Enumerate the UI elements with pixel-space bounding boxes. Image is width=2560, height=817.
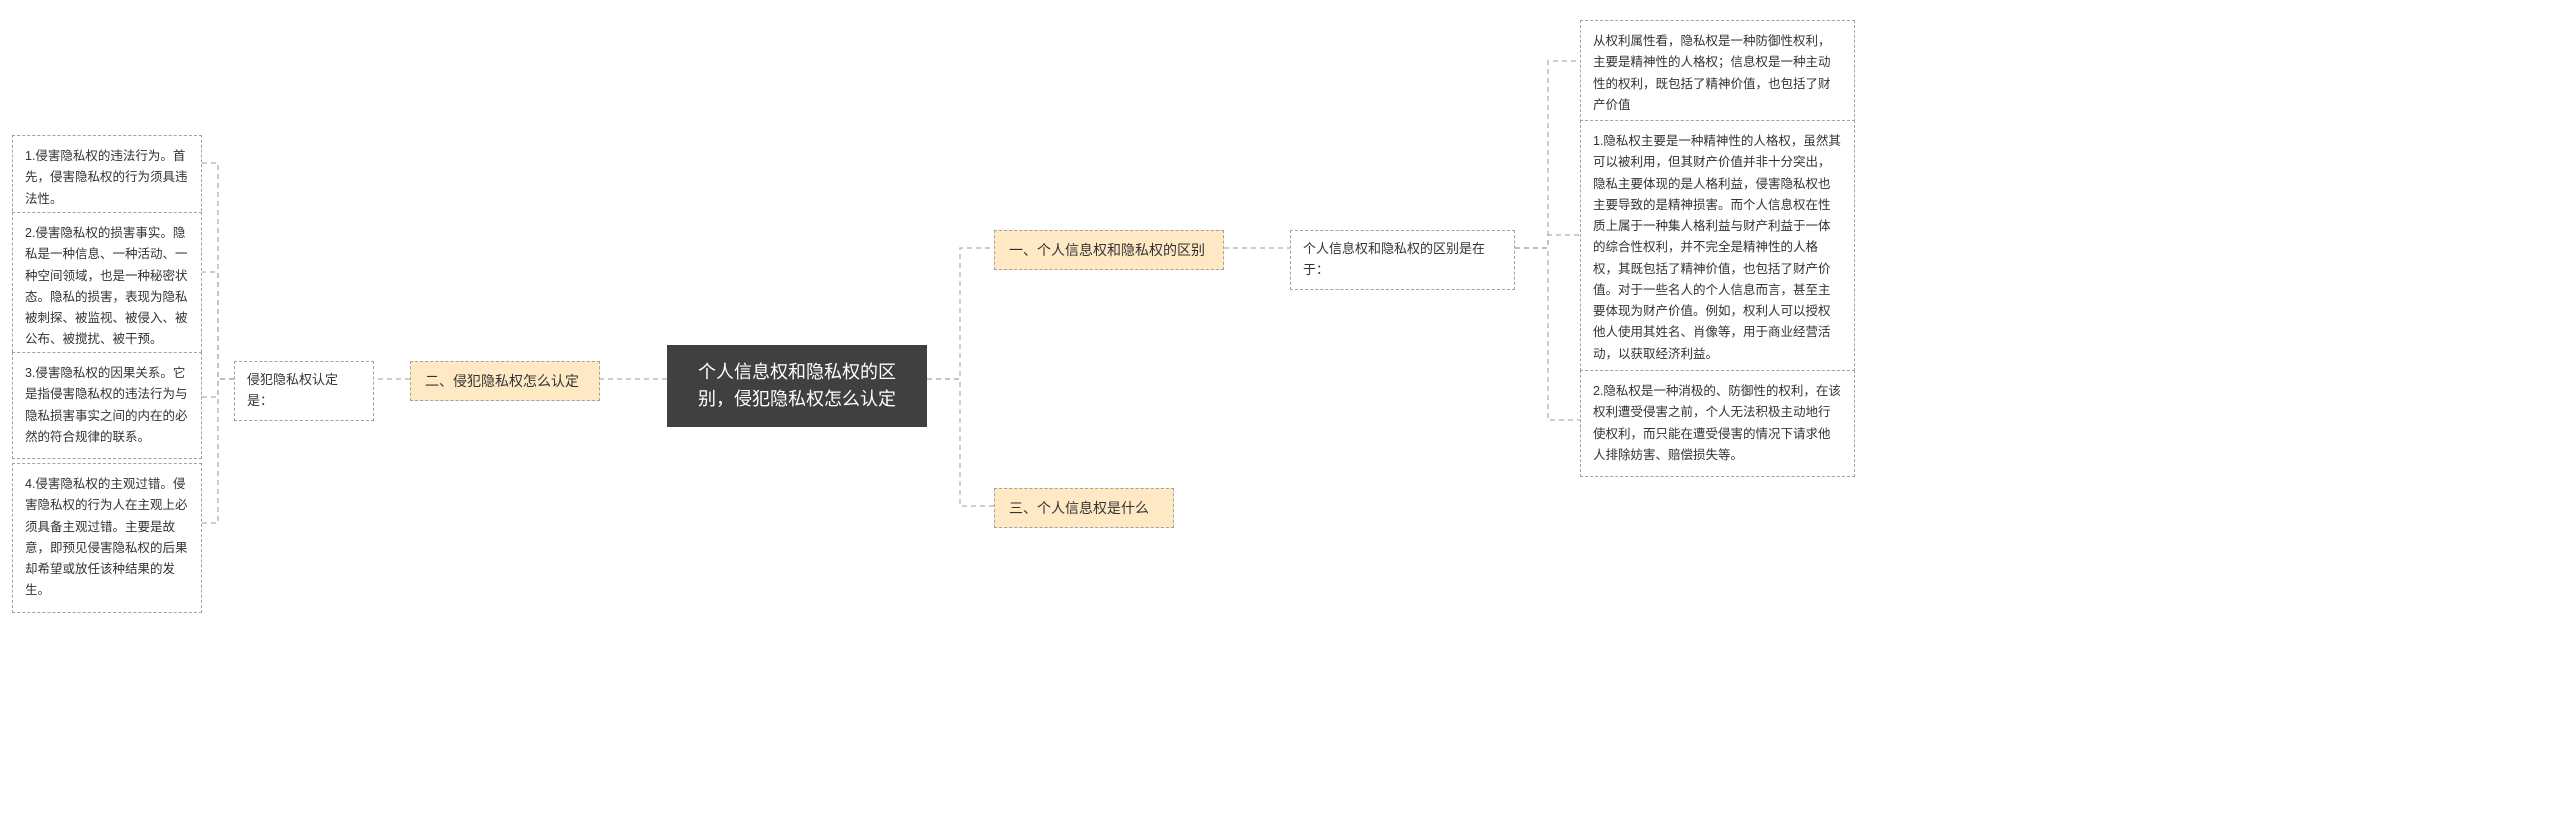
- branch-1-sub[interactable]: 个人信息权和隐私权的区别是在于：: [1290, 230, 1515, 290]
- branch-2[interactable]: 二、侵犯隐私权怎么认定: [410, 361, 600, 401]
- branch-1[interactable]: 一、个人信息权和隐私权的区别: [994, 230, 1224, 270]
- branch-3[interactable]: 三、个人信息权是什么: [994, 488, 1174, 528]
- branch-1-leaf-0: 从权利属性看，隐私权是一种防御性权利，主要是精神性的人格权；信息权是一种主动性的…: [1580, 20, 1855, 127]
- branch-1-leaf-1: 1.隐私权主要是一种精神性的人格权，虽然其可以被利用，但其财产价值并非十分突出，…: [1580, 120, 1855, 376]
- branch-2-sub[interactable]: 侵犯隐私权认定是：: [234, 361, 374, 421]
- branch-2-leaf-0: 1.侵害隐私权的违法行为。首先，侵害隐私权的行为须具违法性。: [12, 135, 202, 221]
- root-node[interactable]: 个人信息权和隐私权的区别，侵犯隐私权怎么认定: [667, 345, 927, 427]
- branch-1-leaf-2: 2.隐私权是一种消极的、防御性的权利，在该权利遭受侵害之前，个人无法积极主动地行…: [1580, 370, 1855, 477]
- branch-2-leaf-2: 3.侵害隐私权的因果关系。它是指侵害隐私权的违法行为与隐私损害事实之间的内在的必…: [12, 352, 202, 459]
- branch-2-leaf-1: 2.侵害隐私权的损害事实。隐私是一种信息、一种活动、一种空间领域，也是一种秘密状…: [12, 212, 202, 362]
- connector-layer: [0, 0, 2560, 817]
- branch-2-leaf-3: 4.侵害隐私权的主观过错。侵害隐私权的行为人在主观上必须具备主观过错。主要是故意…: [12, 463, 202, 613]
